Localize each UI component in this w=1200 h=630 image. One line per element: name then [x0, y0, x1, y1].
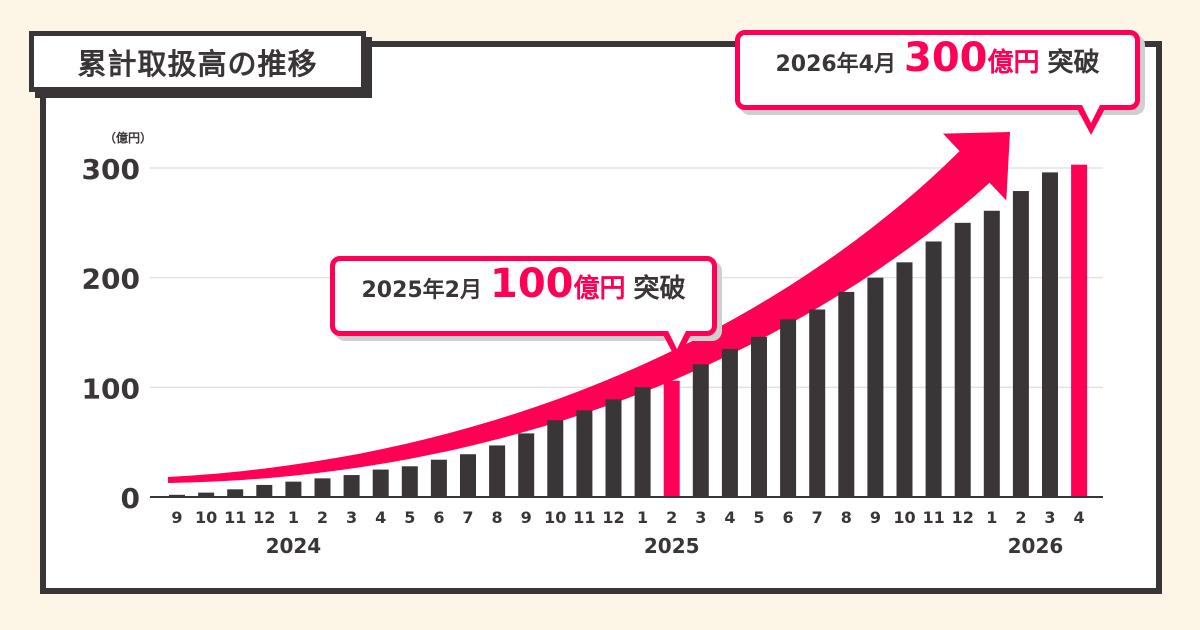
x-tick-label: 2	[317, 508, 328, 527]
bar	[285, 481, 302, 497]
x-tick-label: 11	[224, 508, 246, 527]
x-tick-label: 3	[346, 508, 357, 527]
x-tick-label: 9	[521, 508, 532, 527]
bar	[518, 433, 535, 497]
x-tick-label: 5	[404, 508, 415, 527]
callout-suffix: 突破	[633, 274, 686, 304]
callout-pointer	[661, 329, 693, 361]
x-tick-label: 7	[462, 508, 473, 527]
year-label: 2024	[266, 534, 322, 558]
x-tick-label: 12	[253, 508, 275, 527]
bar	[983, 210, 1000, 497]
bar	[896, 262, 913, 497]
x-tick-label: 10	[544, 508, 566, 527]
bar	[838, 291, 855, 497]
chart-title: 累計取扱高の推移	[29, 31, 366, 92]
x-tick-label: 8	[841, 508, 852, 527]
x-axis-ticks: 9 10 11 12 1 2 3 4 5 6 7 8 9 10 11 12 1 2 3 4 5 6 7 8 9 10 11 12 1 2 3…	[171, 508, 1084, 527]
bar	[576, 410, 593, 497]
bar	[547, 420, 564, 497]
x-tick-label: 10	[893, 508, 915, 527]
x-tick-label: 9	[171, 508, 182, 527]
callout-suffix: 突破	[1047, 48, 1100, 78]
callout-100-oku: 2025年2月 100 億円 突破	[330, 256, 717, 361]
bar	[1071, 164, 1088, 497]
x-tick-label: 8	[492, 508, 503, 527]
bar	[1012, 191, 1029, 497]
bar	[430, 459, 447, 497]
bar	[663, 380, 680, 497]
x-tick-label: 4	[375, 508, 386, 527]
bar	[954, 222, 971, 498]
y-tick-label: 100	[82, 372, 140, 405]
bar	[751, 336, 767, 497]
bar	[809, 309, 826, 497]
bar	[460, 454, 476, 497]
y-tick-label: 300	[82, 153, 140, 186]
bar	[489, 445, 506, 497]
x-tick-label: 2	[666, 508, 677, 527]
x-tick-label: 12	[952, 508, 974, 527]
bar	[1042, 172, 1058, 498]
bar	[780, 319, 797, 497]
bar	[401, 466, 418, 497]
bar	[867, 277, 884, 497]
callout-date: 2026年4月	[775, 52, 896, 77]
callout-amount: 100	[490, 261, 574, 307]
x-tick-label: 11	[922, 508, 944, 527]
x-tick-label: 7	[812, 508, 823, 527]
x-tick-label: 12	[602, 508, 624, 527]
callout-date: 2025年2月	[361, 278, 482, 303]
callout-pointer	[1075, 103, 1107, 135]
year-label: 2025	[644, 534, 700, 558]
x-tick-label: 3	[695, 508, 706, 527]
x-tick-label: 5	[753, 508, 764, 527]
bar	[634, 387, 651, 497]
callout-300-oku: 2026年4月 300 億円 突破	[735, 30, 1140, 135]
bar	[343, 475, 360, 497]
bars	[169, 164, 1088, 498]
x-tick-label: 11	[573, 508, 595, 527]
bar	[227, 489, 244, 497]
y-tick-label: 200	[82, 263, 140, 296]
bar	[169, 494, 185, 497]
bar	[198, 492, 215, 497]
bar	[721, 348, 738, 497]
callout-unit: 億円	[573, 274, 626, 304]
x-tick-label: 10	[195, 508, 217, 527]
bar	[925, 241, 942, 497]
bar	[256, 484, 273, 497]
x-tick-label: 4	[724, 508, 735, 527]
x-tick-label: 3	[1044, 508, 1055, 527]
x-tick-label: 1	[637, 508, 648, 527]
year-labels: 2024 2025 2026	[266, 534, 1064, 558]
callout-unit: 億円	[987, 48, 1040, 78]
bar	[314, 478, 331, 497]
x-tick-label: 6	[433, 508, 444, 527]
x-tick-label: 2	[1015, 508, 1026, 527]
x-tick-label: 6	[783, 508, 794, 527]
x-tick-label: 1	[986, 508, 997, 527]
x-tick-label: 9	[870, 508, 881, 527]
y-tick-label: 0	[121, 482, 140, 515]
bar	[372, 469, 389, 497]
bar	[605, 399, 622, 497]
year-label: 2026	[1008, 534, 1064, 558]
y-axis-ticks: 0 100 200 300	[82, 153, 140, 515]
y-axis-unit: （億円）	[104, 130, 152, 145]
x-tick-label: 4	[1074, 508, 1085, 527]
callout-amount: 300	[904, 35, 988, 81]
bar	[692, 364, 709, 497]
x-tick-label: 1	[288, 508, 299, 527]
